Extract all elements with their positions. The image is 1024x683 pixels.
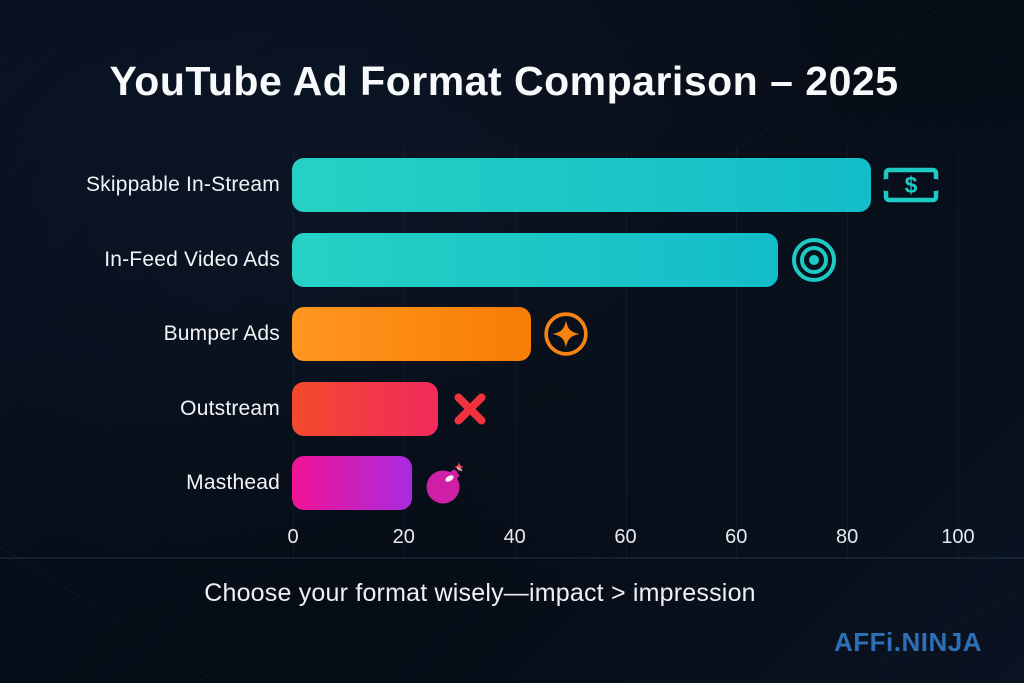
category-label: In-Feed Video Ads (104, 248, 280, 271)
brand-watermark: AFFi.NINJA (834, 627, 982, 657)
sparkle-circle-icon (544, 312, 589, 356)
chart-row: Outstream (0, 382, 490, 436)
x-tick-label: 20 (392, 526, 415, 548)
chart-row: Skippable In-Stream $ (0, 158, 939, 212)
chart-title: YouTube Ad Format Comparison – 2025 (109, 58, 899, 104)
x-axis-line (0, 557, 1024, 559)
vertical-gridline (625, 148, 627, 558)
category-label: Bumper Ads (163, 322, 280, 345)
chart-subtitle: Choose your format wisely—impact > impre… (204, 579, 756, 607)
x-tick-label: 60 (725, 526, 748, 548)
bar-in-feed-video-ads (292, 233, 778, 287)
x-tick-label: 100 (941, 526, 975, 548)
chart-row: In-Feed Video Ads (0, 233, 838, 287)
x-mark-icon (454, 393, 486, 425)
category-label: Skippable In-Stream (85, 173, 280, 196)
bar-skippable-in-stream (292, 158, 871, 212)
category-label: Masthead (186, 471, 280, 494)
chart-row: Bumper Ads (0, 307, 589, 361)
money-bill-icon: $ (882, 167, 939, 203)
bar-outstream (292, 382, 439, 436)
x-tick-label: 80 (835, 526, 859, 548)
bar-bumper-ads (292, 307, 532, 361)
x-tick-label: 40 (503, 526, 526, 548)
bar-masthead (292, 456, 412, 510)
x-tick-label: 60 (614, 526, 637, 548)
target-icon (791, 238, 836, 282)
x-tick-label: 0 (287, 526, 299, 548)
chart-row: Masthead (0, 456, 468, 510)
vertical-gridline (958, 148, 959, 558)
bomb-icon (426, 462, 464, 504)
svg-text:$: $ (904, 172, 917, 198)
category-label: Outstream (180, 397, 280, 420)
vertical-gridline (736, 148, 738, 558)
vertical-gridline (847, 148, 849, 558)
